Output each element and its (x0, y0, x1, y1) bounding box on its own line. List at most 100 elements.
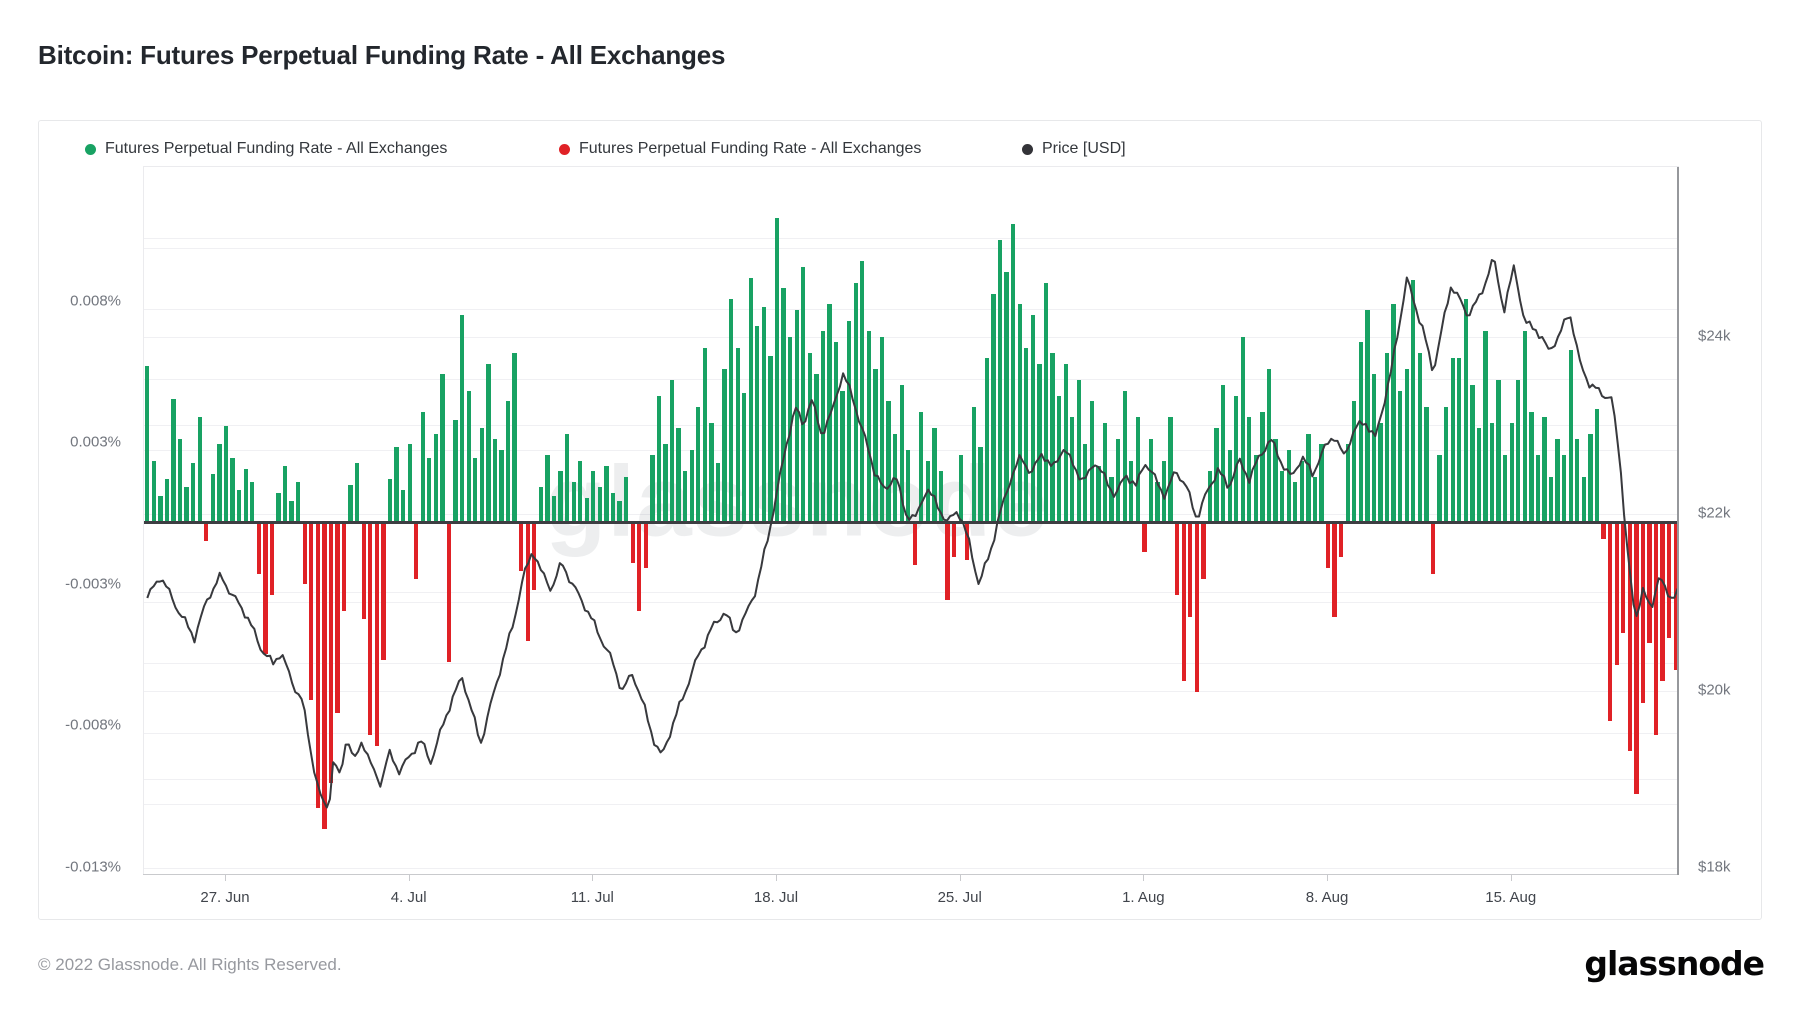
legend-item-price[interactable]: Price [USD] (1022, 135, 1126, 163)
x-axis-tick (1510, 875, 1512, 881)
gridline (144, 237, 1679, 239)
funding-bar (1135, 417, 1140, 523)
price-line (146, 259, 1679, 809)
funding-bar (256, 522, 261, 574)
funding-bar (446, 522, 452, 663)
funding-bar (643, 522, 648, 569)
legend-item-funding-negative[interactable]: Futures Perpetual Funding Rate - All Exc… (559, 135, 921, 163)
funding-bar (263, 522, 268, 655)
gridline (144, 336, 1679, 338)
x-axis-tick (224, 875, 226, 881)
funding-bar (1155, 482, 1160, 523)
funding-bar (1089, 401, 1095, 523)
funding-bar (1142, 522, 1147, 552)
funding-bar (774, 218, 780, 523)
funding-bar (794, 309, 799, 523)
funding-bar (492, 439, 498, 523)
gridline (144, 425, 1679, 427)
funding-bar (728, 299, 734, 523)
funding-bar (873, 369, 878, 523)
funding-bar (145, 366, 150, 523)
page-title: Bitcoin: Futures Perpetual Funding Rate … (38, 40, 726, 70)
funding-bar (1489, 422, 1495, 523)
chart-card: Futures Perpetual Funding Rate - All Exc… (38, 120, 1762, 920)
funding-bar (519, 522, 524, 571)
gridline (144, 867, 1679, 869)
funding-bar (840, 390, 845, 523)
funding-bar (1220, 385, 1226, 523)
funding-bar (1299, 460, 1304, 523)
funding-bar (453, 420, 458, 523)
legend-dot-black-icon (1022, 143, 1033, 155)
funding-bar (355, 463, 360, 523)
funding-bar (899, 385, 904, 523)
plot-area[interactable]: glassnode (143, 166, 1679, 875)
funding-bar (407, 444, 412, 523)
y-axis-right: $24k $22k $20k $18k (1698, 166, 1762, 875)
funding-bar (945, 522, 950, 601)
x-axis-label: 25. Jul (937, 889, 982, 906)
x-axis: 27. Jun 4. Jul 11. Jul 18. Jul 25. Jul 1. Aug… (143, 874, 1678, 915)
legend-item-funding-positive[interactable]: Futures Perpetual Funding Rate - All Exc… (85, 135, 447, 163)
funding-bar (866, 331, 871, 523)
funding-bar (374, 522, 380, 746)
funding-bar (1404, 369, 1409, 523)
glassnode-logo: glassnode (1584, 944, 1765, 983)
funding-bar (1443, 406, 1449, 523)
funding-bar (1293, 482, 1298, 523)
funding-bar (499, 449, 504, 523)
gridline (144, 379, 1679, 381)
funding-bar (1306, 433, 1311, 523)
funding-bar (1621, 522, 1626, 633)
funding-bar (1083, 444, 1088, 523)
funding-bar (1575, 439, 1580, 523)
funding-bar (978, 447, 983, 523)
funding-bar (1503, 455, 1508, 523)
funding-bar (171, 398, 176, 523)
funding-bar (1555, 439, 1560, 523)
funding-bar (289, 500, 294, 523)
funding-bar (1358, 342, 1363, 523)
funding-bar (676, 428, 681, 523)
legend-label: Price [USD] (1042, 140, 1126, 157)
funding-bar (1260, 412, 1265, 523)
funding-bar (1024, 347, 1029, 523)
x-axis-label: 27. Jun (200, 889, 250, 906)
x-axis-label: 11. Jul (570, 889, 614, 906)
funding-bar (938, 471, 944, 523)
funding-bar (1437, 455, 1442, 523)
funding-bar (348, 484, 353, 523)
funding-bar (1043, 282, 1049, 523)
funding-bar (735, 347, 740, 523)
funding-bar (151, 460, 156, 523)
funding-bar (427, 457, 432, 523)
funding-bar (761, 307, 767, 523)
x-axis-tick (959, 875, 961, 881)
funding-bar (1627, 522, 1632, 752)
funding-bar (538, 487, 544, 523)
funding-bar (1470, 385, 1475, 523)
funding-bar (1234, 395, 1239, 523)
x-axis-tick (776, 875, 778, 881)
funding-bar (197, 417, 202, 523)
legend-label: Futures Perpetual Funding Rate - All Exc… (579, 140, 922, 157)
funding-bar (715, 463, 721, 523)
funding-bar (460, 315, 465, 523)
funding-bar (1063, 363, 1068, 523)
funding-bar (1188, 522, 1193, 617)
funding-bar (177, 439, 183, 523)
funding-bar (971, 406, 976, 523)
funding-zero-line (144, 520, 1679, 524)
funding-bar (1483, 331, 1488, 523)
funding-bar (466, 390, 471, 523)
funding-bar (309, 522, 314, 700)
funding-bar (833, 342, 839, 523)
funding-bar (525, 522, 530, 641)
x-axis-tick (1327, 875, 1329, 881)
funding-bar (1424, 406, 1429, 523)
funding-bar (236, 490, 242, 523)
funding-bar (623, 476, 629, 523)
x-axis-label: 4. Jul (390, 889, 427, 906)
funding-bar (1667, 522, 1672, 639)
